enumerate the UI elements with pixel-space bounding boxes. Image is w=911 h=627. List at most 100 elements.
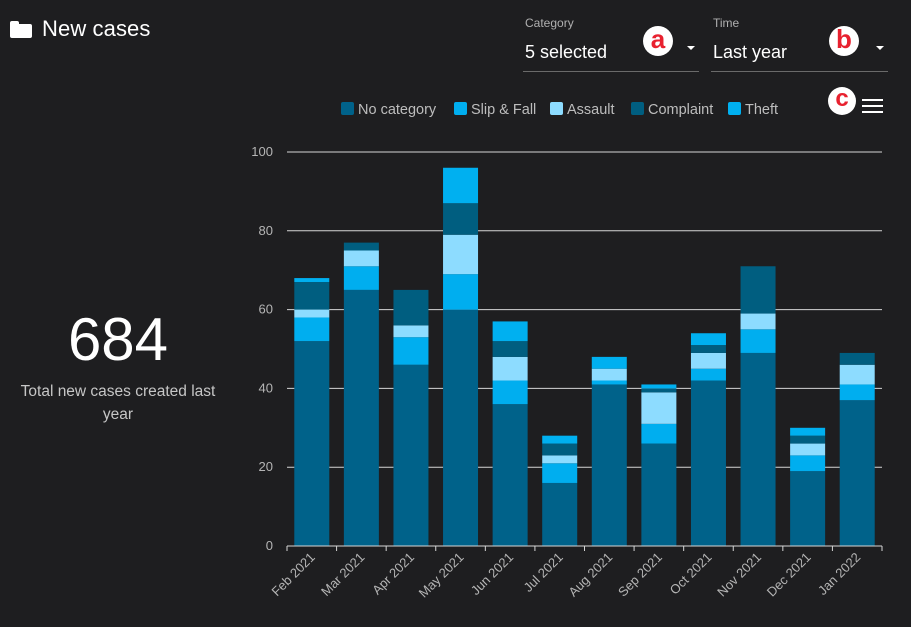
- bar-segment-no-category: [542, 482, 578, 546]
- x-tick-label: Apr 2021: [369, 550, 417, 598]
- legend-swatch: [454, 102, 467, 115]
- folder-icon: [10, 20, 32, 38]
- bar-segment-no-category: [839, 400, 875, 546]
- bar-segment-slip-fall: [839, 384, 875, 401]
- y-tick-label: 40: [259, 380, 273, 395]
- bar-segment-no-category: [294, 341, 330, 546]
- bar-segment-assault: [641, 392, 677, 424]
- x-tick-label: Jun 2021: [468, 550, 516, 598]
- time-select-value: Last year: [713, 42, 788, 62]
- bar-segment-slip-fall: [294, 317, 330, 342]
- bar-segment-complaint: [443, 203, 479, 235]
- bar-segment-complaint: [790, 435, 826, 444]
- y-tick-label: 100: [251, 144, 273, 159]
- bar-segment-complaint: [641, 388, 677, 393]
- x-tick-label: May 2021: [416, 550, 467, 601]
- chevron-down-icon: [876, 46, 884, 50]
- bar-segment-slip-fall: [790, 455, 826, 472]
- x-tick-label: Aug 2021: [565, 550, 615, 600]
- bar-segment-no-category: [343, 289, 379, 546]
- bar-segment-assault: [393, 325, 429, 338]
- bar-segment-theft: [790, 427, 826, 436]
- bar-segment-slip-fall: [393, 337, 429, 365]
- bar-segment-no-category: [443, 309, 479, 546]
- bar-segment-no-category: [393, 364, 429, 546]
- legend-label: No category: [358, 102, 437, 118]
- x-tick-label: Sep 2021: [615, 550, 665, 600]
- y-tick-label: 20: [259, 459, 273, 474]
- x-tick-label: Mar 2021: [318, 550, 367, 599]
- annotation-badge-c: c: [828, 87, 856, 115]
- bar-segment-assault: [343, 250, 379, 267]
- bar-segment-theft: [294, 278, 330, 283]
- category-select-label: Category: [525, 16, 574, 30]
- category-select-value: 5 selected: [525, 42, 608, 62]
- bar-segment-theft: [690, 333, 726, 346]
- y-tick-label: 80: [259, 223, 273, 238]
- annotation-badge-a: a: [643, 26, 673, 56]
- bar-segment-assault: [839, 364, 875, 385]
- bar-segment-assault: [790, 443, 826, 456]
- legend-label: Complaint: [648, 102, 713, 118]
- bar-segment-slip-fall: [492, 380, 528, 405]
- bar-segment-slip-fall: [690, 368, 726, 381]
- time-select[interactable]: Time Last year: [711, 14, 888, 72]
- bar-segment-theft: [443, 167, 479, 204]
- legend-label: Slip & Fall: [471, 102, 536, 118]
- bar-segment-complaint: [393, 289, 429, 326]
- bar-segment-no-category: [591, 384, 627, 546]
- bar-segment-assault: [294, 309, 330, 318]
- bar-segment-complaint: [839, 352, 875, 365]
- x-tick-label: Jul 2021: [520, 550, 565, 595]
- legend-label: Theft: [745, 102, 778, 118]
- legend-swatch: [550, 102, 563, 115]
- bar-segment-theft: [542, 435, 578, 444]
- bar-segment-assault: [492, 356, 528, 381]
- bar-segment-assault: [690, 352, 726, 369]
- x-tick-label: Feb 2021: [268, 550, 317, 599]
- x-tick-label: Dec 2021: [764, 550, 814, 600]
- bar-segment-assault: [443, 234, 479, 275]
- kpi-value: 684: [67, 306, 169, 373]
- bar-segment-assault: [740, 313, 776, 330]
- header: New cases: [10, 16, 151, 42]
- bar-segment-assault: [591, 368, 627, 381]
- bar-segment-slip-fall: [591, 380, 627, 385]
- bar-segment-slip-fall: [542, 463, 578, 483]
- bar-segment-complaint: [294, 282, 330, 310]
- chevron-down-icon: [687, 46, 695, 50]
- bar-segment-complaint: [492, 341, 528, 357]
- bar-segment-theft: [492, 321, 528, 342]
- kpi-label: Total new cases created last year: [20, 383, 216, 423]
- y-tick-label: 60: [259, 302, 273, 317]
- bar-segment-no-category: [492, 404, 528, 546]
- bar-segment-complaint: [542, 443, 578, 456]
- bar-segment-no-category: [641, 443, 677, 546]
- bar-segment-theft: [641, 384, 677, 389]
- legend-swatch: [341, 102, 354, 115]
- x-tick-label: Jan 2022: [815, 550, 863, 598]
- x-tick-label: Nov 2021: [714, 550, 764, 600]
- page-title: New cases: [42, 16, 151, 41]
- bar-segment-complaint: [690, 345, 726, 353]
- bar-segment-slip-fall: [443, 274, 479, 310]
- y-tick-label: 0: [266, 538, 273, 553]
- annotation-badge-b: b: [829, 26, 859, 56]
- bar-segment-no-category: [740, 352, 776, 546]
- legend-swatch: [631, 102, 644, 115]
- bar-segment-slip-fall: [641, 423, 677, 444]
- bar-segment-slip-fall: [343, 266, 379, 290]
- bar-segment-slip-fall: [740, 329, 776, 353]
- bar-segment-complaint: [740, 266, 776, 314]
- menu-icon[interactable]: [862, 98, 884, 114]
- x-tick-label: Oct 2021: [667, 550, 715, 598]
- bar-segment-theft: [591, 356, 627, 369]
- legend-swatch: [728, 102, 741, 115]
- legend-label: Assault: [567, 102, 615, 118]
- bar-segment-complaint: [343, 242, 379, 251]
- time-select-label: Time: [713, 16, 740, 30]
- category-select[interactable]: Category 5 selected: [523, 14, 699, 72]
- bar-segment-no-category: [690, 380, 726, 546]
- bar-segment-no-category: [790, 471, 826, 546]
